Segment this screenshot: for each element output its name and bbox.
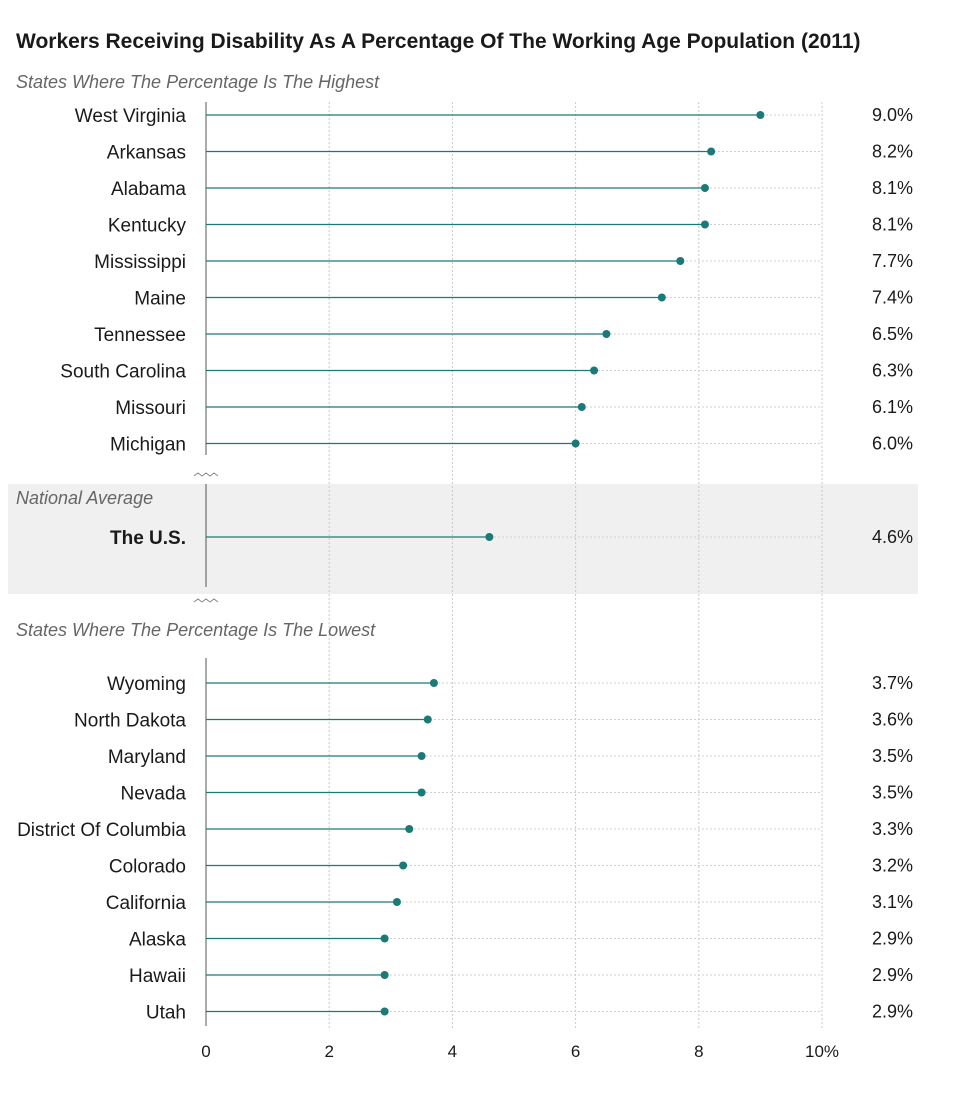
lollipop-dot: [485, 533, 494, 541]
axis-break-mark: [193, 598, 219, 603]
row-label: Michigan: [110, 435, 186, 456]
value-label: 8.1%: [872, 178, 913, 198]
value-label: 7.7%: [872, 251, 913, 271]
lollipop-dot: [380, 1007, 389, 1016]
lollipop-dot: [392, 898, 401, 906]
lollipop-dot: [417, 788, 426, 797]
lollipop-dot: [577, 403, 586, 411]
row-label: The U.S.: [110, 528, 186, 549]
national-average-band: [8, 484, 918, 594]
value-label: 3.6%: [872, 710, 913, 730]
row-label: Mississippi: [94, 252, 186, 273]
value-label: 2.9%: [872, 1002, 913, 1022]
row-label: South Carolina: [60, 362, 186, 383]
lollipop-dot: [571, 439, 580, 448]
x-tick-label: 0: [201, 1042, 210, 1061]
value-label: 2.9%: [872, 929, 913, 949]
lollipop-dot: [429, 679, 438, 687]
value-label: 3.2%: [872, 856, 913, 876]
lollipop-dot: [707, 147, 716, 156]
section-label: States Where The Percentage Is The Lowes…: [16, 620, 376, 640]
lollipop-dot: [700, 220, 709, 229]
value-label: 3.7%: [872, 673, 913, 693]
value-label: 7.4%: [872, 288, 913, 308]
value-label: 3.3%: [872, 819, 913, 839]
row-label: Hawaii: [129, 966, 186, 987]
lollipop-dot: [405, 825, 414, 833]
lollipop-dot: [399, 861, 408, 870]
x-tick-label: 2: [324, 1042, 333, 1061]
x-tick-label: 6: [571, 1042, 580, 1061]
row-label: California: [106, 893, 187, 914]
lollipop-dot: [417, 752, 426, 760]
section-label: National Average: [16, 488, 153, 508]
lollipop-dot: [423, 715, 432, 724]
x-tick-label: 4: [448, 1042, 457, 1061]
row-label: Arkansas: [107, 143, 186, 164]
row-label: West Virginia: [75, 106, 187, 127]
value-label: 3.1%: [872, 892, 913, 912]
row-label: Maryland: [108, 747, 186, 768]
row-label: Wyoming: [107, 674, 186, 695]
row-label: Tennessee: [94, 325, 186, 346]
lollipop-dot: [590, 366, 599, 375]
value-label: 6.1%: [872, 397, 913, 417]
lollipop-dot: [380, 934, 389, 943]
marks-layer: [193, 102, 765, 1026]
text-layer: Workers Receiving Disability As A Percen…: [16, 30, 913, 1061]
row-label: District Of Columbia: [17, 820, 186, 841]
chart-title: Workers Receiving Disability As A Percen…: [16, 30, 861, 53]
value-label: 8.2%: [872, 142, 913, 162]
value-label: 2.9%: [872, 965, 913, 985]
row-label: Alabama: [111, 179, 186, 200]
background-layer: [8, 484, 918, 594]
row-label: Colorado: [109, 857, 186, 878]
value-label: 4.6%: [872, 527, 913, 547]
lollipop-dot: [700, 184, 709, 192]
row-label: Missouri: [115, 398, 186, 419]
value-label: 8.1%: [872, 215, 913, 235]
value-label: 6.5%: [872, 324, 913, 344]
value-label: 3.5%: [872, 783, 913, 803]
row-label: Alaska: [129, 930, 186, 951]
row-label: Nevada: [121, 784, 187, 805]
value-label: 6.3%: [872, 361, 913, 381]
axis-break-mark: [193, 472, 219, 477]
lollipop-dot: [756, 111, 765, 119]
row-label: Utah: [146, 1003, 186, 1024]
row-label: North Dakota: [74, 711, 186, 732]
lollipop-dot: [657, 293, 666, 302]
section-label: States Where The Percentage Is The Highe…: [16, 72, 380, 92]
lollipop-dot: [380, 971, 389, 979]
lollipop-dot: [602, 330, 611, 338]
value-label: 3.5%: [872, 746, 913, 766]
value-label: 6.0%: [872, 434, 913, 454]
lollipop-dot: [676, 257, 685, 265]
row-label: Kentucky: [108, 216, 187, 237]
row-label: Maine: [134, 289, 186, 310]
value-label: 9.0%: [872, 105, 913, 125]
x-tick-label: 10%: [805, 1042, 839, 1061]
x-tick-label: 8: [694, 1042, 703, 1061]
